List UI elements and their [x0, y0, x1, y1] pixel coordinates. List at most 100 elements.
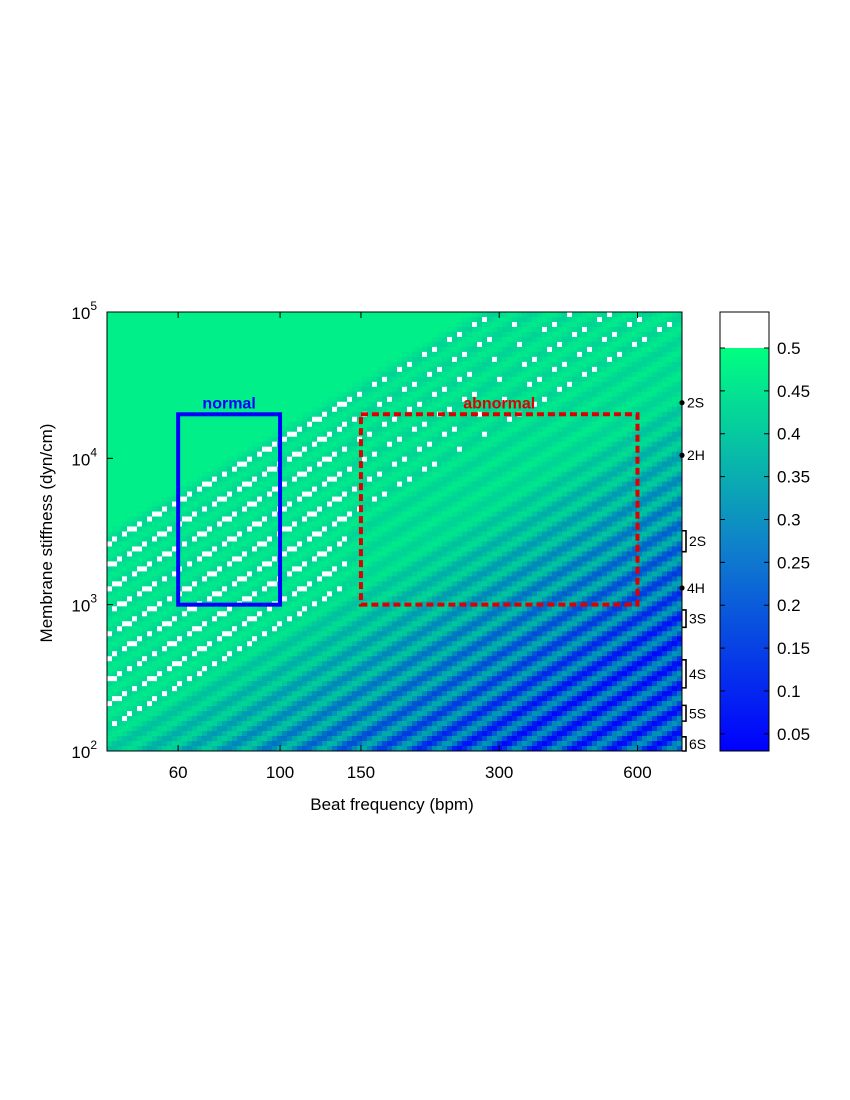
- heatmap-cell: [552, 476, 558, 483]
- heatmap-cell: [282, 466, 288, 473]
- heatmap-cell: [502, 461, 508, 468]
- heatmap-cell: [367, 396, 373, 403]
- heatmap-cell: [237, 351, 243, 358]
- heatmap-cell: [137, 391, 143, 398]
- heatmap-cell: [677, 356, 682, 363]
- heatmap-cell: [537, 421, 543, 428]
- heatmap-cell: [237, 501, 243, 508]
- heatmap-cell: [607, 312, 613, 318]
- heatmap-cell: [187, 406, 193, 413]
- heatmap-cell: [587, 416, 593, 423]
- heatmap-cell: [377, 381, 383, 388]
- heatmap-cell: [257, 431, 263, 438]
- heatmap-cell: [132, 416, 138, 423]
- heatmap-cell: [632, 381, 638, 388]
- heatmap-cell: [477, 331, 483, 338]
- heatmap-cell: [592, 506, 598, 513]
- heatmap-cell: [367, 466, 373, 473]
- heatmap-cell: [112, 451, 118, 458]
- heatmap-cell: [272, 431, 278, 438]
- heatmap-cell: [112, 501, 118, 508]
- heatmap-cell: [597, 521, 603, 528]
- heatmap-cell: [122, 356, 128, 363]
- heatmap-cell: [612, 361, 618, 368]
- heatmap-cell: [402, 511, 408, 518]
- heatmap-cell: [352, 316, 358, 323]
- heatmap-cell: [227, 401, 233, 408]
- heatmap-cell: [107, 431, 113, 438]
- heatmap-cell: [432, 451, 438, 458]
- heatmap-cell: [622, 436, 628, 443]
- heatmap-cell: [127, 421, 133, 428]
- heatmap-cell: [132, 361, 138, 368]
- heatmap-cell: [422, 426, 428, 433]
- heatmap-cell: [617, 341, 623, 348]
- heatmap-cell: [567, 426, 573, 433]
- heatmap-cell: [147, 431, 153, 438]
- heatmap-cell: [582, 511, 588, 518]
- heatmap-cell: [262, 356, 268, 363]
- heatmap-cell: [402, 481, 408, 488]
- heatmap-cell: [572, 401, 578, 408]
- heatmap-cell: [252, 436, 258, 443]
- heatmap-cell: [672, 391, 678, 398]
- heatmap-cell: [427, 516, 433, 523]
- heatmap-cell: [172, 336, 178, 343]
- heatmap-cell: [227, 451, 233, 458]
- heatmap-cell: [512, 396, 518, 403]
- heatmap-cell: [332, 496, 338, 503]
- heatmap-cell: [432, 501, 438, 508]
- heatmap-cell: [612, 421, 618, 428]
- heatmap-cell: [532, 506, 538, 513]
- heatmap-cell: [317, 426, 323, 433]
- heatmap-cell: [167, 341, 173, 348]
- heatmap-cell: [517, 391, 523, 398]
- heatmap-cell: [122, 406, 128, 413]
- heatmap-cell: [172, 366, 178, 373]
- heatmap-cell: [197, 446, 203, 453]
- heatmap-cell: [612, 486, 618, 493]
- heatmap-cell: [132, 386, 138, 393]
- heatmap-cell: [652, 421, 658, 428]
- heatmap-cell: [402, 381, 408, 388]
- heatmap-cell: [552, 316, 558, 323]
- heatmap-cell: [222, 486, 228, 493]
- heatmap-cell: [142, 471, 148, 478]
- heatmap-cell: [447, 351, 453, 358]
- heatmap-cell: [247, 516, 253, 523]
- heatmap-cell: [212, 361, 218, 368]
- heatmap-cell: [437, 426, 443, 433]
- heatmap-cell: [517, 331, 523, 338]
- heatmap-cell: [302, 441, 308, 448]
- heatmap-cell: [427, 312, 433, 318]
- heatmap-cell: [622, 486, 628, 493]
- heatmap-cell: [257, 326, 263, 333]
- heatmap-cell: [267, 396, 273, 403]
- heatmap-cell: [642, 481, 648, 488]
- heatmap-cell: [287, 451, 293, 458]
- heatmap-cell: [332, 401, 338, 408]
- heatmap-cell: [292, 376, 298, 383]
- heatmap-cell: [287, 396, 293, 403]
- heatmap-cell: [487, 331, 493, 338]
- heatmap-cell: [122, 461, 128, 468]
- heatmap-cell: [132, 471, 138, 478]
- heatmap-cell: [487, 511, 493, 518]
- heatmap-cell: [477, 326, 483, 333]
- heatmap-cell: [427, 501, 433, 508]
- heatmap-cell: [662, 371, 668, 378]
- heatmap-cell: [637, 336, 643, 343]
- heatmap-cell: [627, 451, 633, 458]
- heatmap-cell: [552, 366, 558, 373]
- heatmap-cell: [552, 436, 558, 443]
- heatmap-cell: [677, 521, 682, 528]
- heatmap-cell: [437, 366, 443, 373]
- heatmap-cell: [307, 321, 313, 328]
- heatmap-cell: [522, 381, 528, 388]
- heatmap-cell: [487, 406, 493, 413]
- heatmap-cell: [592, 421, 598, 428]
- heatmap-cell: [222, 466, 228, 473]
- heatmap-cell: [517, 491, 523, 498]
- heatmap-cell: [247, 346, 253, 353]
- heatmap-cell: [327, 381, 333, 388]
